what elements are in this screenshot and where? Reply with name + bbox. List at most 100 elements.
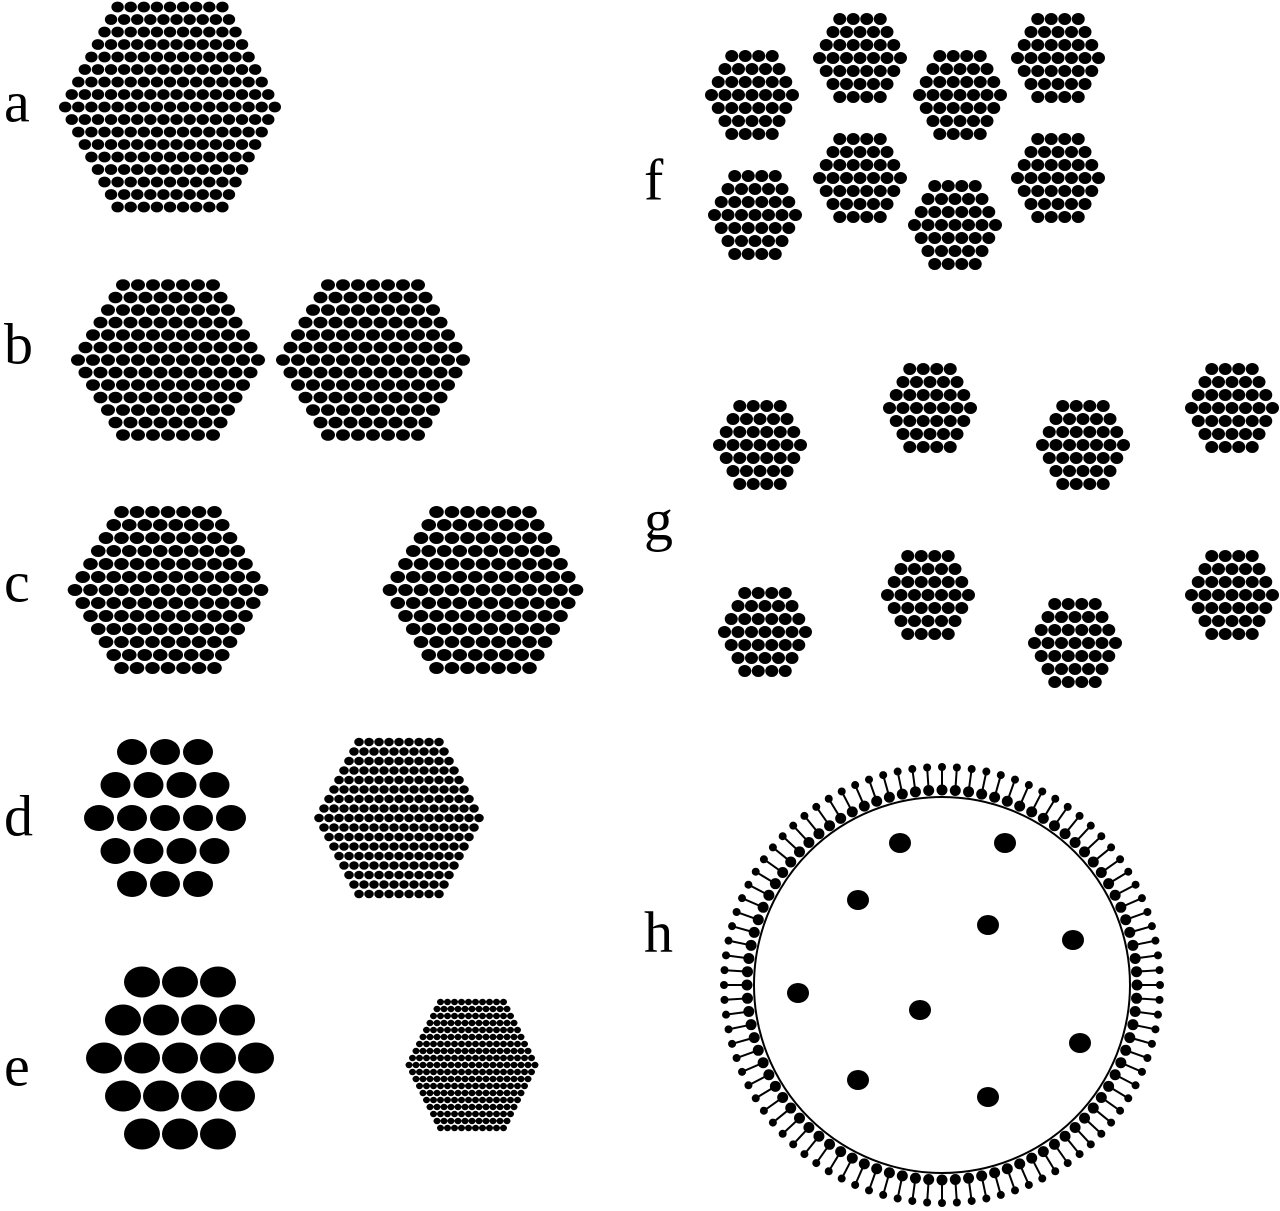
particle (933, 76, 947, 88)
lipid-inner (824, 820, 836, 832)
particle (198, 366, 213, 379)
particle (85, 151, 98, 163)
particle (209, 189, 223, 200)
lipid-head (952, 763, 961, 772)
particle (493, 1082, 500, 1090)
particle (751, 639, 765, 651)
particle (718, 63, 732, 75)
particle (475, 532, 491, 544)
lipid-head (768, 1118, 777, 1127)
particle (491, 662, 506, 674)
particle (423, 1026, 430, 1034)
particle (772, 115, 786, 127)
particle (522, 636, 537, 648)
particle (439, 861, 449, 870)
particle (465, 1124, 472, 1132)
particle (941, 180, 955, 192)
particle (726, 439, 740, 451)
particle (1071, 91, 1085, 103)
particle (209, 139, 223, 150)
particle (489, 1103, 497, 1111)
particle (369, 766, 379, 775)
particle (733, 426, 747, 438)
particle (199, 571, 215, 583)
particle (930, 389, 944, 401)
particle (72, 126, 85, 138)
particle (123, 291, 138, 304)
particle (440, 1117, 448, 1125)
particle (464, 813, 474, 823)
particle (1062, 930, 1084, 950)
particle (458, 1012, 465, 1020)
lipid-inner (1120, 1044, 1132, 1056)
particle (414, 775, 424, 785)
particle (403, 316, 418, 329)
particle (150, 76, 164, 88)
particle (162, 966, 198, 998)
particle (853, 146, 867, 158)
particle (440, 1089, 448, 1097)
particle (1044, 13, 1058, 25)
lipid-head (837, 787, 846, 796)
particle (779, 76, 793, 88)
particle (833, 185, 847, 197)
particle (1198, 376, 1212, 388)
particle (426, 1103, 434, 1111)
particle (483, 597, 499, 609)
particle (235, 64, 249, 75)
particle (880, 52, 894, 64)
particle (728, 196, 742, 208)
particle (413, 532, 429, 544)
particle (160, 610, 176, 622)
particle (421, 597, 437, 609)
lipid-inner (741, 992, 753, 1004)
particle (349, 804, 359, 813)
particle (213, 341, 228, 354)
particle (472, 1068, 479, 1076)
particle (343, 416, 358, 429)
particle (243, 366, 258, 379)
particle (454, 1061, 462, 1069)
particle (943, 363, 957, 375)
particle (500, 1096, 507, 1104)
particle (117, 189, 131, 200)
particle (1088, 598, 1102, 610)
lipid-inner (909, 1172, 921, 1184)
particle (946, 102, 960, 114)
lipid-head (728, 922, 737, 931)
particle (1232, 628, 1246, 640)
particle (731, 600, 745, 612)
lipid-inner (741, 979, 753, 991)
particle (962, 193, 975, 205)
particle (343, 291, 358, 304)
particle (1218, 550, 1232, 562)
lipid-inner (976, 788, 988, 800)
particle (489, 1033, 497, 1041)
particle (196, 139, 209, 150)
particle (440, 1019, 448, 1027)
particle (1031, 133, 1045, 145)
particle (873, 185, 887, 197)
particle (794, 439, 807, 451)
particle (379, 766, 389, 775)
particle (153, 416, 168, 429)
particle (196, 114, 209, 125)
particle (732, 63, 745, 75)
particle (123, 391, 138, 404)
particle (405, 623, 421, 635)
particle (510, 1103, 518, 1111)
particle (433, 316, 448, 329)
particle (183, 416, 198, 429)
particle (444, 813, 454, 823)
particle (183, 64, 196, 75)
particle (460, 558, 475, 570)
particle (740, 413, 753, 425)
lipid-inner (769, 1080, 781, 1092)
particle (190, 1, 203, 13)
particle (946, 50, 960, 62)
particle (418, 366, 433, 379)
particle (379, 804, 389, 813)
particle (78, 139, 92, 150)
particle (451, 1012, 458, 1020)
particle (170, 189, 183, 200)
